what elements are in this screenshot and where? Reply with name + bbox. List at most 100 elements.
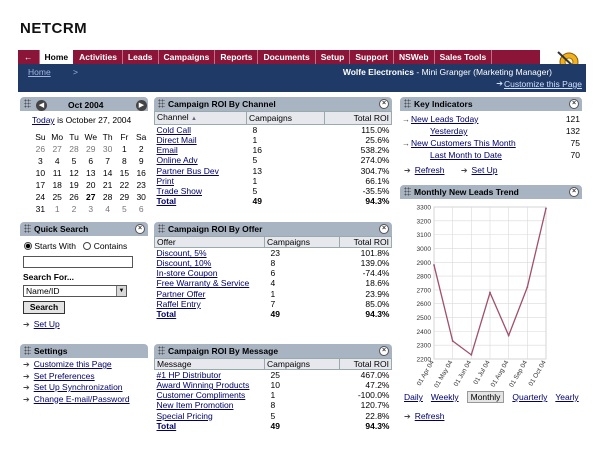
key-indicator-link[interactable]: Yesterday	[430, 126, 468, 136]
column-header-campaigns[interactable]: Campaigns	[264, 236, 340, 248]
total-link[interactable]: Total	[156, 196, 177, 207]
calendar-day[interactable]: 16	[136, 168, 146, 178]
calendar-day[interactable]: 25	[52, 192, 62, 202]
change-email-password-link[interactable]: Change E-mail/Password	[33, 393, 130, 404]
calendar-day[interactable]: 24	[35, 192, 46, 202]
calendar-day[interactable]: 28	[69, 144, 79, 154]
table-row-link[interactable]: Cold Call	[156, 125, 192, 135]
calendar-day[interactable]: 18	[52, 180, 62, 190]
close-icon[interactable]: ×	[379, 99, 389, 109]
calendar-day[interactable]: 4	[54, 156, 60, 166]
drag-grip-icon[interactable]	[404, 187, 411, 196]
drag-grip-icon[interactable]	[404, 99, 411, 108]
calendar-day[interactable]: 2	[71, 204, 77, 214]
column-header-total-roi[interactable]: Total ROI	[339, 236, 392, 248]
breadcrumb-home[interactable]: Home	[28, 67, 51, 77]
calendar-day[interactable]: 3	[88, 204, 94, 214]
column-header-total-roi[interactable]: Total ROI	[324, 111, 392, 125]
calendar-day[interactable]: 1	[54, 204, 60, 214]
calendar-day[interactable]: 6	[138, 204, 144, 214]
column-header-channel[interactable]: Channel ▲	[154, 111, 247, 125]
calendar-day[interactable]: 9	[138, 156, 144, 166]
period-monthly[interactable]: Monthly	[466, 391, 505, 403]
set-preferences-link[interactable]: Set Preferences	[33, 370, 95, 381]
today-link[interactable]: Today	[32, 115, 55, 125]
table-row-link[interactable]: Free Warranty & Service	[156, 278, 250, 289]
trend-refresh-link[interactable]: Refresh	[414, 411, 445, 421]
calendar-day[interactable]: 30	[102, 144, 113, 154]
period-quarterly[interactable]: Quarterly	[512, 392, 548, 402]
calendar-day[interactable]: 14	[102, 168, 113, 178]
calendar-day[interactable]: 27	[86, 192, 96, 202]
calendar-day[interactable]: 23	[136, 180, 146, 190]
column-header-total-roi[interactable]: Total ROI	[339, 358, 392, 370]
back-button[interactable]: ←	[18, 50, 40, 64]
calendar-day[interactable]: 4	[105, 204, 110, 214]
drag-grip-icon[interactable]	[158, 346, 165, 355]
table-row-link[interactable]: Partner Offer	[156, 288, 206, 299]
column-header-message[interactable]: Message	[154, 358, 265, 370]
starts-with-radio[interactable]	[24, 242, 32, 250]
column-header-offer[interactable]: Offer	[154, 236, 265, 248]
tab-activities[interactable]: Activities	[74, 50, 123, 64]
tab-reports[interactable]: Reports	[215, 50, 259, 64]
table-row-link[interactable]: Partner Bus Dev	[156, 165, 219, 176]
table-row-link[interactable]: Trade Show	[156, 186, 203, 197]
close-icon[interactable]: ×	[569, 99, 579, 109]
prev-month-icon[interactable]: ◀	[36, 100, 47, 111]
calendar-day[interactable]: 21	[102, 180, 113, 190]
calendar-day[interactable]: 20	[86, 180, 96, 190]
table-row-link[interactable]: #1 HP Distributor	[156, 370, 222, 380]
calendar-day[interactable]: 26	[69, 192, 79, 202]
table-row-link[interactable]: Email	[156, 145, 178, 156]
contains-radio[interactable]	[83, 242, 92, 250]
calendar-day[interactable]: 30	[136, 192, 146, 202]
close-icon[interactable]: ×	[379, 224, 389, 234]
period-yearly[interactable]: Yearly	[555, 392, 579, 402]
table-row-link[interactable]: Discount, 10%	[156, 258, 212, 269]
calendar-day[interactable]: 17	[35, 180, 46, 190]
key-indicators-setup-link[interactable]: Set Up	[471, 165, 498, 175]
calendar-day[interactable]: 28	[102, 192, 113, 202]
tab-home[interactable]: Home	[39, 50, 75, 64]
drag-grip-icon[interactable]	[158, 99, 165, 108]
period-daily[interactable]: Daily	[404, 392, 423, 402]
column-header-campaigns[interactable]: Campaigns	[246, 111, 325, 125]
calendar-day[interactable]: 11	[52, 168, 62, 178]
calendar-day[interactable]: 1	[122, 144, 127, 154]
table-row-link[interactable]: Award Winning Products	[156, 380, 250, 391]
chevron-down-icon[interactable]: ▼	[116, 286, 126, 296]
calendar-day[interactable]: 8	[122, 156, 127, 166]
key-indicators-refresh-link[interactable]: Refresh	[414, 165, 445, 175]
table-row-link[interactable]: Direct Mail	[156, 135, 197, 146]
calendar-day[interactable]: 7	[105, 156, 110, 166]
customize-page-link[interactable]: Customize this Page	[504, 79, 582, 89]
key-indicator-link[interactable]: Last Month to Date	[430, 150, 502, 160]
table-row-link[interactable]: Raffel Entry	[156, 298, 201, 309]
calendar-day[interactable]: 31	[35, 204, 46, 214]
tab-nsweb[interactable]: NSWeb	[394, 50, 435, 64]
drag-grip-icon[interactable]	[24, 224, 31, 233]
calendar-day[interactable]: 22	[119, 180, 130, 190]
calendar-day[interactable]: 29	[86, 144, 96, 154]
table-row-link[interactable]: Discount, 5%	[156, 248, 207, 258]
set-up-sync-link[interactable]: Set Up Synchronization	[33, 382, 123, 392]
tab-sales-tools[interactable]: Sales Tools	[435, 50, 493, 64]
drag-grip-icon[interactable]	[24, 99, 31, 108]
calendar-day[interactable]: 15	[119, 168, 130, 178]
table-row-link[interactable]: New Item Promotion	[156, 400, 234, 411]
close-icon[interactable]: ×	[379, 346, 389, 356]
key-indicator-link[interactable]: New Leads Today	[411, 114, 479, 124]
key-indicator-link[interactable]: New Customers This Month	[411, 138, 516, 148]
calendar-day[interactable]: 10	[35, 168, 46, 178]
close-icon[interactable]: ×	[135, 224, 145, 234]
total-link[interactable]: Total	[156, 309, 177, 320]
calendar-day[interactable]: 27	[52, 144, 62, 154]
total-link[interactable]: Total	[156, 420, 177, 431]
calendar-day[interactable]: 26	[35, 144, 46, 154]
tab-leads[interactable]: Leads	[123, 50, 159, 64]
search-button[interactable]: Search	[23, 301, 65, 314]
next-month-icon[interactable]: ▶	[136, 100, 147, 111]
period-weekly[interactable]: Weekly	[430, 392, 459, 402]
drag-grip-icon[interactable]	[158, 224, 165, 233]
